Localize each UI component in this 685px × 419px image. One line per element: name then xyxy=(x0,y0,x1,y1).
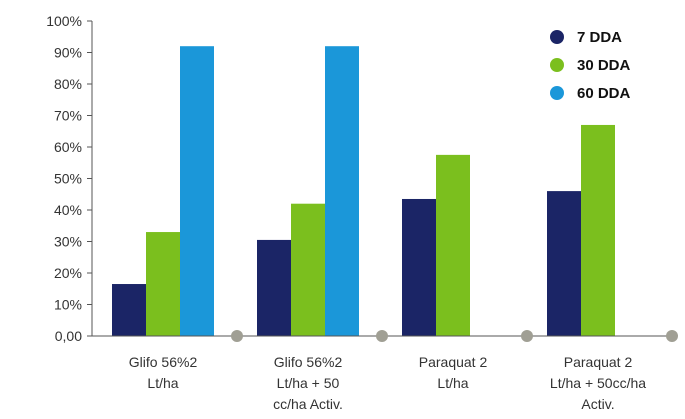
axis-marker-dot xyxy=(376,330,388,342)
y-tick-label: 80% xyxy=(54,76,82,92)
y-axis-ticks: 0,00 10% 20% 30% 40% 50% 60% 70% 80% 90% 100% xyxy=(46,13,92,344)
legend-label: 7 DDA xyxy=(577,29,622,46)
axis-marker-dot xyxy=(521,330,533,342)
y-tick-label: 70% xyxy=(54,108,82,124)
legend-label: 30 DDA xyxy=(577,57,631,74)
bar-60-dda xyxy=(325,46,359,336)
y-tick-label: 20% xyxy=(54,265,82,281)
y-tick-label: 40% xyxy=(54,202,82,218)
y-tick-label: 90% xyxy=(54,45,82,61)
category-label-line: Lt/ha + 50cc/ha xyxy=(550,375,646,391)
bar-60-dda xyxy=(180,46,214,336)
legend: 7 DDA 30 DDA 60 DDA xyxy=(550,29,631,102)
bar-7-dda xyxy=(547,191,581,336)
category-label: Paraquat 2 Lt/ha xyxy=(419,354,488,391)
bar-7-dda xyxy=(402,198,436,336)
category-label-line: Lt/ha + 50 xyxy=(277,375,340,391)
y-tick-label: 10% xyxy=(54,297,82,313)
bar-7-dda xyxy=(257,239,291,336)
x-axis-markers xyxy=(231,330,678,342)
y-tick-label: 30% xyxy=(54,234,82,250)
axis-marker-dot xyxy=(231,330,243,342)
y-tick-label: 50% xyxy=(54,171,82,187)
category-label-line: Paraquat 2 xyxy=(564,354,633,370)
category-label: Glifo 56%2 Lt/ha xyxy=(129,354,198,391)
category-label-line: Paraquat 2 xyxy=(419,354,488,370)
category-label-line: Lt/ha xyxy=(437,375,468,391)
category-label-line: Lt/ha xyxy=(147,375,178,391)
axis-marker-dot xyxy=(666,330,678,342)
y-tick-label: 60% xyxy=(54,139,82,155)
bar-30-dda xyxy=(146,232,180,336)
legend-swatch xyxy=(550,30,564,44)
bar-30-dda xyxy=(436,154,470,336)
bars xyxy=(112,46,615,336)
category-label: Glifo 56%2 Lt/ha + 50 cc/ha Activ. xyxy=(273,354,343,412)
category-label-line: Glifo 56%2 xyxy=(129,354,198,370)
category-label: Paraquat 2 Lt/ha + 50cc/ha Activ. xyxy=(550,354,646,412)
legend-swatch xyxy=(550,58,564,72)
category-label-line: Activ. xyxy=(581,396,614,412)
bar-30-dda xyxy=(581,124,615,336)
y-tick-label: 0,00 xyxy=(55,328,82,344)
bar-30-dda xyxy=(291,203,325,336)
y-tick-label: 100% xyxy=(46,13,82,29)
category-label-line: cc/ha Activ. xyxy=(273,396,343,412)
legend-label: 60 DDA xyxy=(577,85,631,102)
category-label-line: Glifo 56%2 xyxy=(274,354,343,370)
legend-swatch xyxy=(550,86,564,100)
bar-7-dda xyxy=(112,284,146,336)
